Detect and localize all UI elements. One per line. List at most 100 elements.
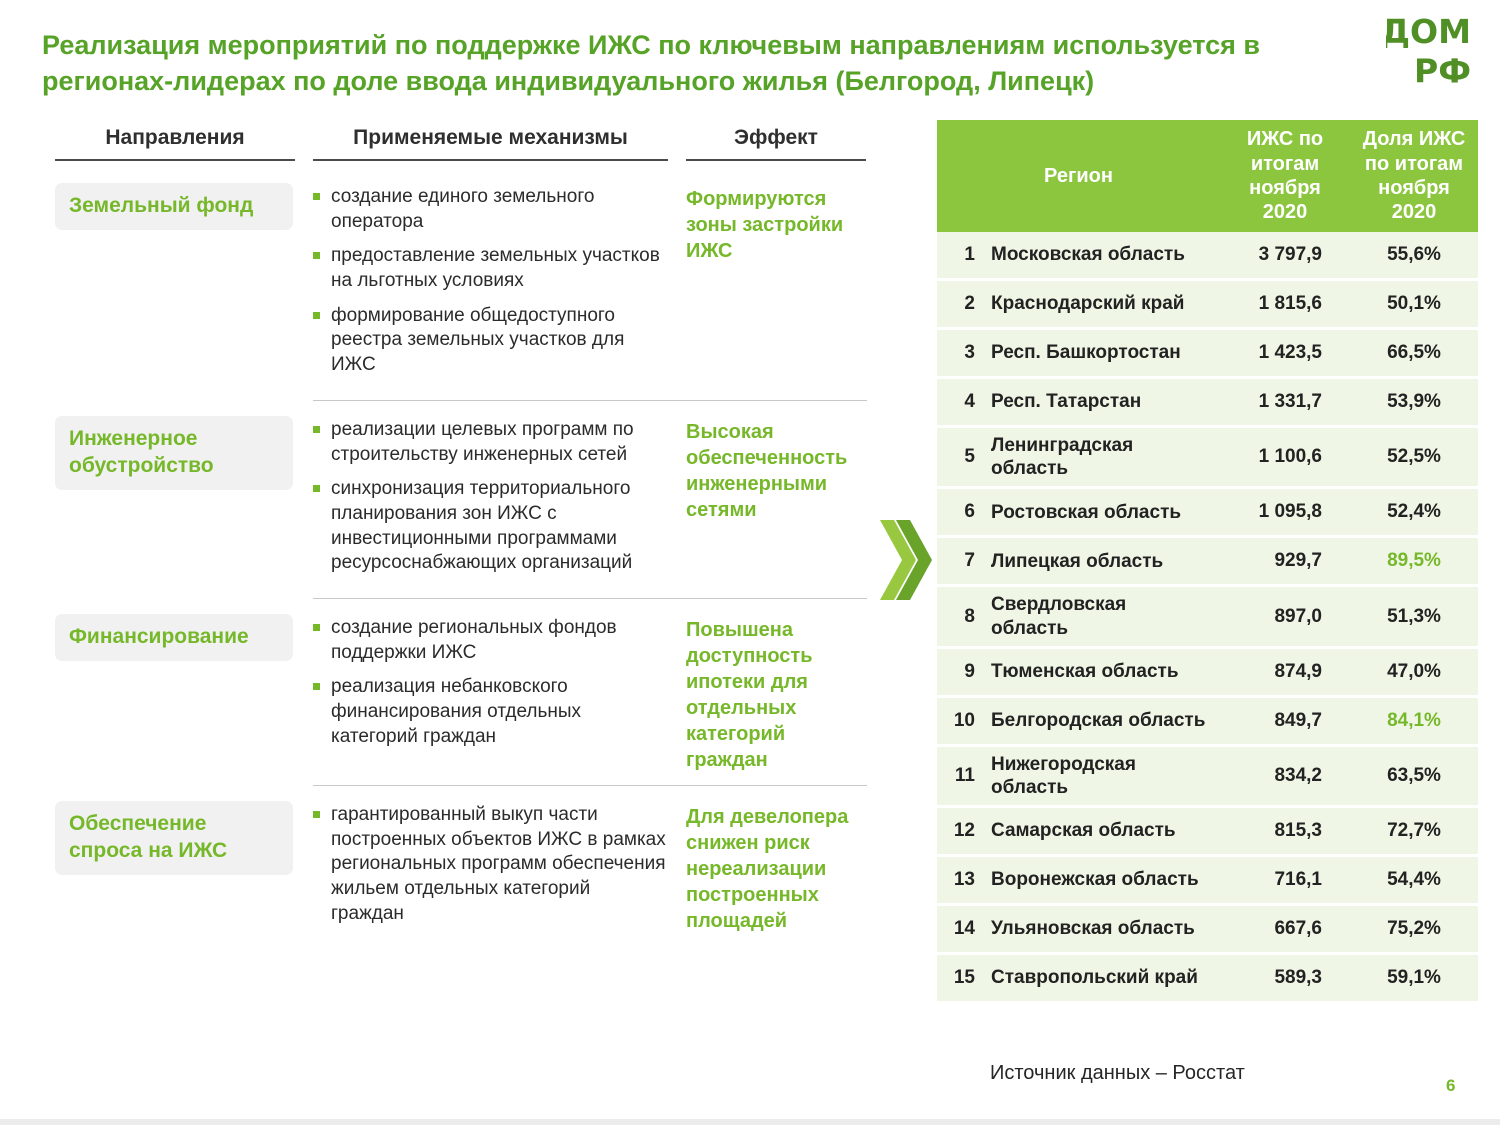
table-row: 11 Нижегородская область 834,2 63,5%	[937, 746, 1478, 809]
header-mechanisms: Применяемые механизмы	[313, 126, 668, 161]
table-row: 5 Ленинградская область 1 100,6 52,5%	[937, 428, 1478, 490]
share-cell: 52,5%	[1387, 446, 1441, 468]
region-cell: Ростовская область	[991, 501, 1182, 523]
table-row: 4 Респ. Татарстан 1 331,7 53,9%	[937, 379, 1478, 428]
mechanism-text: формирование общедоступного реестра земе…	[331, 304, 625, 376]
share-cell: 63,5%	[1387, 764, 1441, 786]
regions-table: Регион ИЖС по итогам ноября 2020 Доля ИЖ…	[937, 120, 1478, 1005]
domrf-logo: ДОМ РФ	[1381, 10, 1474, 92]
square-bullet-icon	[313, 485, 320, 493]
table-row: 2 Краснодарский край 1 815,6 50,1%	[937, 281, 1478, 330]
rank-cell: 8	[964, 605, 975, 627]
section-label: Финансирование	[55, 613, 293, 661]
mechanism-text: реализация небанковского финансирования …	[331, 676, 582, 747]
section-financing: Финансирование создание региональных фон…	[55, 597, 867, 785]
table-row: 13 Воронежская область 716,1 54,4%	[937, 857, 1478, 907]
value-cell: 716,1	[1274, 869, 1322, 891]
rank-cell: 7	[964, 550, 975, 572]
effect-text: Для девелопера снижен риск нереализации …	[686, 805, 849, 932]
mechanism-item: создание единого земельного оператора	[313, 185, 668, 234]
value-cell: 1 815,6	[1258, 293, 1322, 314]
section-label: Земельный фонд	[55, 183, 293, 230]
section-label: Инженерное обустройство	[55, 415, 293, 490]
square-bullet-icon	[313, 252, 320, 260]
mechanism-item: создание региональных фондов поддержки И…	[313, 616, 668, 665]
table-row: 6 Ростовская область 1 095,8 52,4%	[937, 489, 1478, 539]
value-cell: 874,9	[1274, 660, 1322, 682]
directions-panel: Направления Применяемые механизмы Эффект…	[55, 126, 867, 948]
mechanism-item: предоставление земельных участков на льг…	[313, 244, 668, 293]
domrf-logo-icon: ДОМ РФ	[1381, 12, 1471, 91]
rank-cell: 2	[964, 293, 975, 314]
region-cell: Респ. Башкортостан	[991, 342, 1181, 364]
table-header-region: Регион	[1044, 164, 1113, 187]
table-row: 10 Белгородская область 849,7 84,1%	[937, 697, 1478, 747]
section-label: Обеспечение спроса на ИЖС	[55, 800, 293, 875]
value-cell: 1 100,6	[1258, 446, 1322, 468]
rank-cell: 9	[964, 660, 975, 682]
rank-cell: 14	[953, 918, 975, 940]
mechanism-item: реализация небанковского финансирования …	[313, 675, 668, 749]
mechanism-item: реализации целевых программ по строитель…	[313, 418, 668, 467]
table-row: 7 Липецкая область 929,7 89,5%	[937, 538, 1478, 588]
value-cell: 667,6	[1274, 918, 1322, 940]
header-directions: Направления	[55, 126, 295, 161]
divider	[313, 784, 867, 786]
share-cell: 47,0%	[1387, 660, 1441, 682]
region-cell: Ставропольский край	[991, 967, 1198, 989]
table-row: 1 Московская область 3 797,9 55,6%	[937, 232, 1478, 281]
square-bullet-icon	[313, 425, 320, 433]
rank-cell: 11	[954, 764, 975, 786]
table-header-value: ИЖС по итогам ноября 2020	[1246, 128, 1324, 224]
mechanism-text: создание единого земельного оператора	[331, 186, 595, 232]
mechanisms-list: создание региональных фондов поддержки И…	[313, 616, 668, 773]
rank-cell: 6	[964, 501, 975, 523]
page-number: 6	[1446, 1076, 1456, 1095]
share-cell: 52,4%	[1387, 501, 1441, 523]
section-land-fund: Земельный фонд создание единого земельно…	[55, 167, 867, 400]
value-cell: 815,3	[1274, 820, 1322, 842]
rank-cell: 4	[964, 391, 975, 412]
share-cell: 59,1%	[1387, 967, 1441, 989]
table-row: 15 Ставропольский край 589,3 59,1%	[937, 955, 1478, 1005]
region-cell: Краснодарский край	[991, 293, 1185, 315]
table-row: 3 Респ. Башкортостан 1 423,5 66,5%	[937, 330, 1478, 379]
square-bullet-icon	[313, 623, 320, 631]
table-row: 8 Свердловская область 897,0 51,3%	[937, 587, 1478, 649]
rank-cell: 10	[953, 709, 975, 731]
share-cell: 54,4%	[1387, 869, 1441, 891]
table-row: 12 Самарская область 815,3 72,7%	[937, 808, 1478, 858]
square-bullet-icon	[313, 810, 320, 818]
effect-text: Повышена доступность ипотеки для отдельн…	[686, 618, 813, 771]
region-cell: Респ. Татарстан	[991, 391, 1142, 413]
region-cell: Свердловская область	[991, 594, 1127, 639]
share-cell: 75,2%	[1387, 918, 1441, 940]
share-cell-highlighted: 89,5%	[1387, 550, 1441, 572]
rank-cell: 5	[964, 446, 975, 468]
double-chevron-right-icon	[880, 512, 932, 613]
share-cell: 72,7%	[1387, 820, 1441, 842]
rank-cell: 15	[953, 967, 975, 989]
table-row: 9 Тюменская область 874,9 47,0%	[937, 648, 1478, 698]
value-cell: 1 331,7	[1258, 391, 1322, 412]
divider	[313, 399, 867, 401]
section-label-cell: Земельный фонд	[55, 183, 295, 388]
effect-text: Высокая обеспеченность инженерными сетям…	[686, 420, 848, 521]
share-cell: 51,3%	[1387, 605, 1441, 627]
bottom-divider	[0, 1119, 1500, 1125]
square-bullet-icon	[313, 311, 320, 319]
square-bullet-icon	[313, 683, 320, 691]
effect-text: Формируются зоны застройки ИЖС	[686, 188, 844, 262]
mechanisms-list: гарантированный выкуп части построенных …	[313, 803, 668, 936]
mechanisms-list: реализации целевых программ по строитель…	[313, 418, 668, 586]
value-cell: 589,3	[1274, 967, 1322, 989]
rank-cell: 12	[953, 820, 975, 842]
region-cell: Белгородская область	[991, 710, 1206, 732]
column-headers: Направления Применяемые механизмы Эффект	[55, 126, 867, 161]
square-bullet-icon	[313, 193, 320, 200]
value-cell: 897,0	[1274, 605, 1322, 627]
mechanism-text: создание региональных фондов поддержки И…	[331, 616, 617, 663]
mechanism-item: гарантированный выкуп части построенных …	[313, 803, 668, 926]
mechanism-item: синхронизация территориального планирова…	[313, 477, 668, 576]
